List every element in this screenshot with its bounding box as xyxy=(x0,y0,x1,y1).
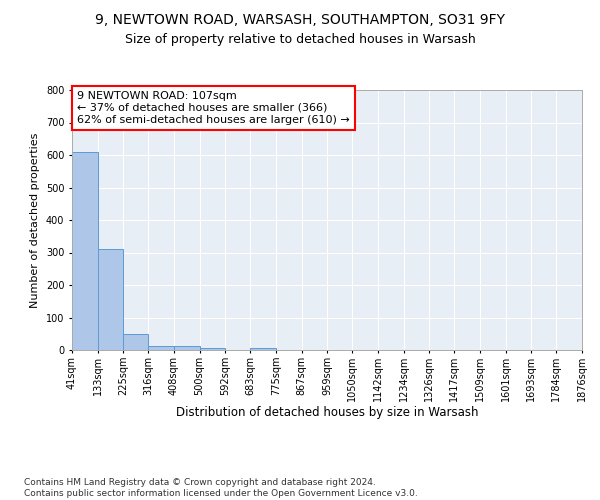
Text: 9, NEWTOWN ROAD, WARSASH, SOUTHAMPTON, SO31 9FY: 9, NEWTOWN ROAD, WARSASH, SOUTHAMPTON, S… xyxy=(95,12,505,26)
Bar xyxy=(72,152,98,350)
Bar xyxy=(148,346,174,350)
Bar xyxy=(250,348,276,350)
X-axis label: Distribution of detached houses by size in Warsash: Distribution of detached houses by size … xyxy=(176,406,478,420)
Text: Contains HM Land Registry data © Crown copyright and database right 2024.
Contai: Contains HM Land Registry data © Crown c… xyxy=(24,478,418,498)
Bar xyxy=(98,250,123,350)
Bar xyxy=(174,346,200,350)
Y-axis label: Number of detached properties: Number of detached properties xyxy=(31,132,40,308)
Text: 9 NEWTOWN ROAD: 107sqm
← 37% of detached houses are smaller (366)
62% of semi-de: 9 NEWTOWN ROAD: 107sqm ← 37% of detached… xyxy=(77,92,350,124)
Bar xyxy=(123,334,148,350)
Text: Size of property relative to detached houses in Warsash: Size of property relative to detached ho… xyxy=(125,32,475,46)
Bar xyxy=(200,348,225,350)
